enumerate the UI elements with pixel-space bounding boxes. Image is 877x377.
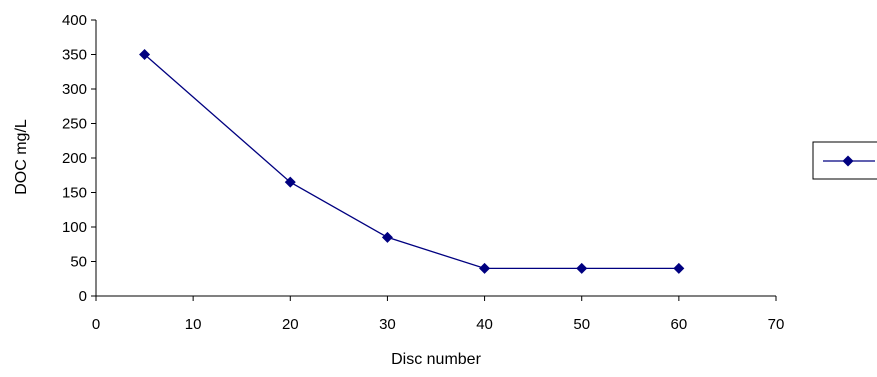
x-tick-label: 50 [573, 316, 590, 333]
y-tick-label: 150 [62, 185, 87, 202]
series-line [144, 54, 679, 270]
legend [812, 141, 877, 180]
legend-series-marker [842, 155, 854, 167]
x-tick-label: 20 [282, 316, 299, 333]
y-tick-label: 100 [62, 219, 87, 236]
y-tick-label: 250 [62, 116, 87, 133]
x-tick-label: 60 [671, 316, 688, 333]
y-tick-label: 200 [62, 150, 87, 167]
x-tick-label: 40 [476, 316, 493, 333]
x-tick-label: 10 [185, 316, 202, 333]
y-tick-label: 300 [62, 81, 87, 98]
axes [95, 20, 776, 297]
y-tick-label: 0 [79, 288, 87, 305]
x-tick-label: 70 [768, 316, 785, 333]
data-point-marker [576, 262, 588, 274]
series [139, 49, 685, 274]
x-tick-label: 30 [379, 316, 396, 333]
x-tick-label: 0 [92, 316, 100, 333]
y-tick-label: 50 [70, 254, 87, 271]
data-point-marker [139, 49, 151, 60]
ticks: 0 50 100 150 200 250 300 350 400 0 10 20 30 40 50 60 70 [62, 12, 784, 333]
y-axis-title: DOC mg/L [13, 119, 30, 195]
data-point-marker [673, 262, 685, 274]
data-point-marker [479, 262, 491, 274]
data-point-marker [284, 176, 296, 188]
data-point-marker [381, 231, 393, 243]
y-tick-label: 350 [62, 47, 87, 64]
x-axis-title: Disc number [391, 351, 481, 368]
y-tick-label: 400 [62, 12, 87, 29]
